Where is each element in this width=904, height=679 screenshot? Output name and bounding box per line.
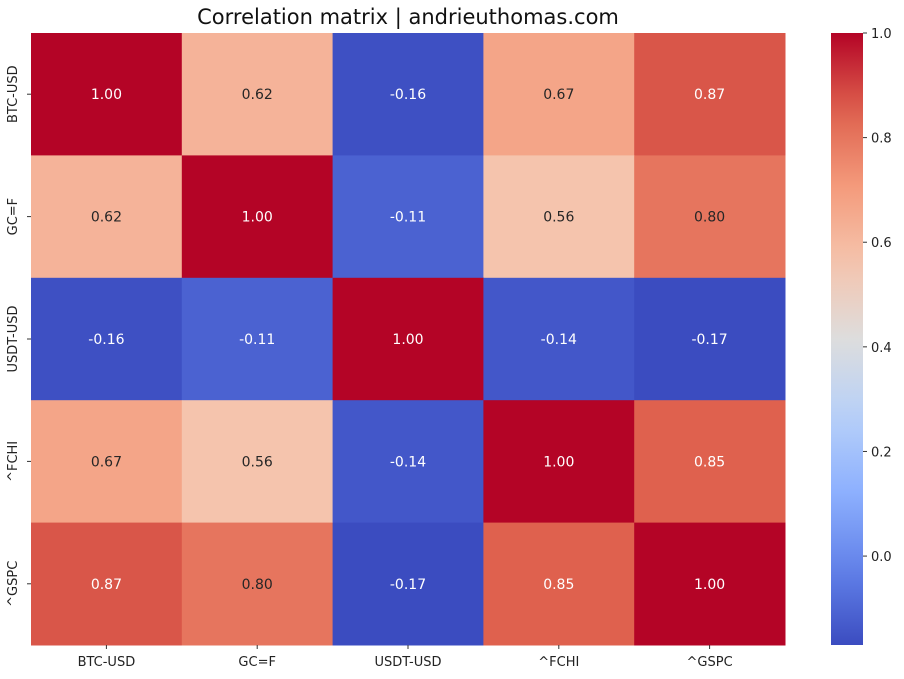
cell-value-label: 0.56 [242,454,273,470]
x-tick-label: BTC-USD [78,655,136,670]
heatmap-cell [181,277,334,401]
x-tick-label: ^FCHI [538,655,579,670]
heatmap-cells: 1.00 0.62 -0.16 0.67 0.87 0.62 1.00 -0.11 0.56 0.… [31,33,786,646]
x-tick-label: GC=F [238,655,276,670]
heatmap-cell [483,400,635,524]
cell-value-label: 0.80 [242,577,273,593]
cell-value-label: 0.87 [694,87,725,103]
heatmap-cell [332,277,484,401]
y-axis: BTC-USD GC=F USDT-USD ^FCHI ^GSPC [6,65,31,607]
heatmap-cell [31,400,183,524]
y-tick-label: ^GSPC [6,561,21,607]
heatmap-cell [634,33,786,156]
cell-value-label: 1.00 [694,577,725,593]
cell-value-label: 0.87 [91,577,122,593]
cell-value-label: -0.11 [390,210,426,226]
cell-value-label: -0.14 [390,454,426,470]
heatmap-cell [634,277,786,401]
colorbar-tick-label: 0.8 [871,132,892,147]
cell-value-label: -0.17 [691,332,727,348]
heatmap-cell [31,522,183,646]
heatmap-cell [181,522,334,646]
cell-value-label: 0.67 [543,87,574,103]
colorbar-tick-label: 1.0 [871,27,892,42]
y-tick-label: USDT-USD [6,306,21,373]
heatmap-cell [31,33,183,156]
cell-value-label: 0.62 [242,87,273,103]
cell-value-label: -0.16 [88,332,124,348]
y-tick-label: ^FCHI [6,441,21,482]
heatmap-cell [181,155,334,279]
cell-value-label: -0.16 [390,87,426,103]
cell-value-label: -0.17 [390,577,426,593]
cell-value-label: -0.11 [239,332,275,348]
colorbar-tick-label: 0.6 [871,236,892,251]
cell-value-label: 1.00 [91,87,122,103]
colorbar-tick-label: 0.2 [871,445,892,460]
cell-value-label: 0.85 [694,454,725,470]
y-tick-label: BTC-USD [6,65,21,123]
heatmap-cell [483,33,635,156]
heatmap-cell [483,277,635,401]
cell-value-label: 1.00 [392,332,423,348]
y-tick-label: GC=F [6,198,21,236]
heatmap-cell [332,522,484,646]
cell-value-label: -0.14 [541,332,577,348]
heatmap-cell [181,400,334,524]
colorbar: 0.0 0.2 0.4 0.6 0.8 1.0 [831,27,892,645]
cell-value-label: 1.00 [242,210,273,226]
heatmap-cell [634,522,786,646]
cell-value-label: 0.80 [694,210,725,226]
heatmap-cell [483,522,635,646]
colorbar-tick-label: 0.0 [871,550,892,565]
colorbar-tick-label: 0.4 [871,341,892,356]
cell-value-label: 0.56 [543,210,574,226]
colorbar-gradient [831,33,863,645]
heatmap-cell [181,33,334,156]
heatmap-cell [31,155,183,279]
heatmap-cell [332,155,484,279]
x-axis: BTC-USD GC=F USDT-USD ^FCHI ^GSPC [78,645,733,670]
cell-value-label: 0.62 [91,210,122,226]
heatmap-cell [31,277,183,401]
cell-value-label: 0.67 [91,454,122,470]
heatmap-cell [634,155,786,279]
cell-value-label: 0.85 [543,577,574,593]
chart-title: Correlation matrix | andrieuthomas.com [197,5,619,30]
x-tick-label: USDT-USD [375,655,442,670]
x-tick-label: ^GSPC [687,655,733,670]
heatmap-cell [634,400,786,524]
heatmap-cell [332,400,484,524]
cell-value-label: 1.00 [543,454,574,470]
heatmap-cell [483,155,635,279]
heatmap-cell [332,33,484,156]
